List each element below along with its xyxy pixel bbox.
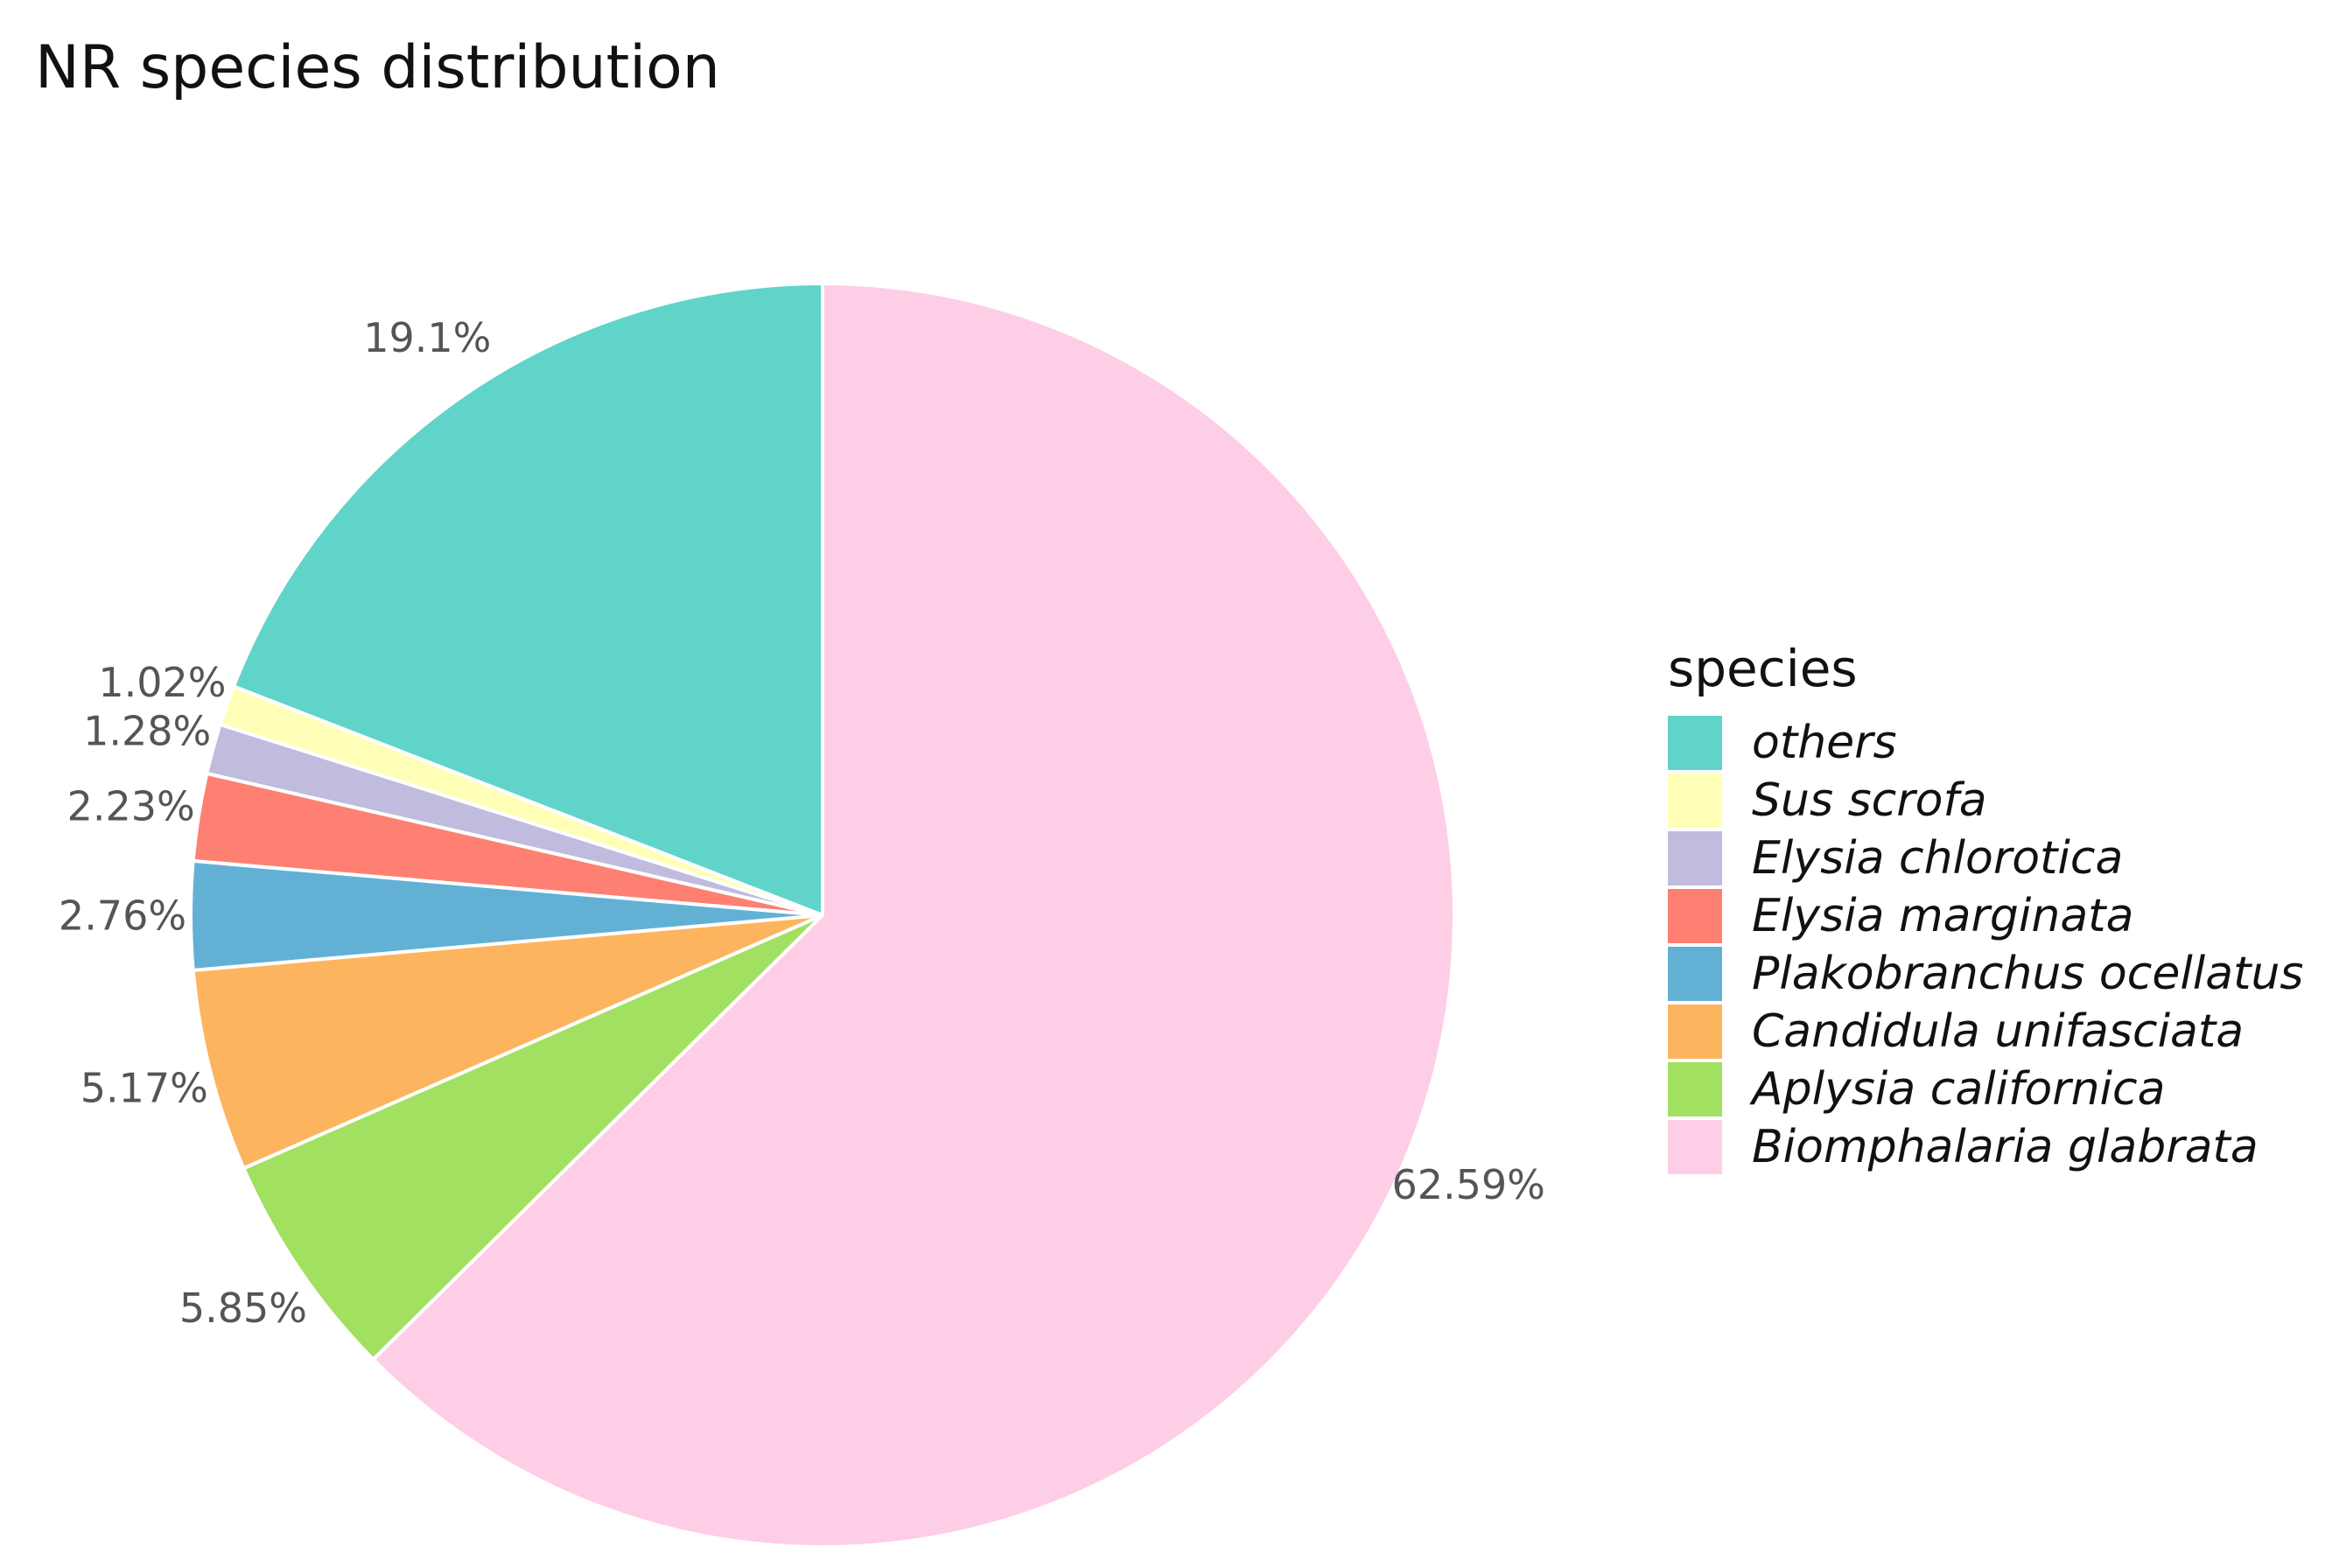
legend-title: species bbox=[1668, 639, 1858, 698]
legend-label: others bbox=[1752, 717, 1897, 769]
pie-slices bbox=[188, 282, 1456, 1549]
pie-slice-biomphalaria-glabrata bbox=[371, 282, 1456, 1549]
slice-label-others: 19.1% bbox=[363, 314, 491, 361]
legend-label: Sus scrofa bbox=[1752, 774, 1987, 827]
legend-swatch bbox=[1668, 1120, 1722, 1174]
pie-slice-others bbox=[232, 282, 824, 917]
slice-label-plakobranchus-ocellatus: 2.76% bbox=[59, 892, 186, 940]
legend-item-plakobranchus-ocellatus: Plakobranchus ocellatus bbox=[1668, 945, 2304, 1003]
legend-swatch bbox=[1668, 774, 1722, 828]
legend-label: Biomphalaria glabrata bbox=[1752, 1121, 2258, 1173]
chart-title: NR species distribution bbox=[35, 33, 720, 102]
slice-label-biomphalaria-glabrata: 62.59% bbox=[1391, 1161, 1544, 1208]
slice-label-aplysia-californica: 5.85% bbox=[179, 1284, 307, 1332]
legend-item-candidula-unifasciata: Candidula unifasciata bbox=[1668, 1003, 2304, 1060]
legend-label: Candidula unifasciata bbox=[1752, 1005, 2244, 1058]
legend-item-elysia-marginata: Elysia marginata bbox=[1668, 887, 2304, 945]
legend-label: Aplysia californica bbox=[1752, 1063, 2166, 1116]
slice-label-elysia-marginata: 2.23% bbox=[67, 783, 195, 830]
slice-label-candidula-unifasciata: 5.17% bbox=[81, 1065, 208, 1112]
pie-slice-candidula-unifasciata bbox=[191, 914, 824, 1171]
legend-swatch bbox=[1668, 716, 1722, 770]
legend-label: Plakobranchus ocellatus bbox=[1752, 948, 2304, 1000]
legend-items: others Sus scrofa Elysia chlorotica Elysia … bbox=[1668, 714, 2304, 1176]
slice-label-sus-scrofa: 1.02% bbox=[98, 659, 226, 706]
legend: species others Sus scrofa Elysia chlorotic… bbox=[1668, 639, 2304, 1176]
legend-swatch bbox=[1668, 947, 1722, 1001]
legend-item-aplysia-californica: Aplysia californica bbox=[1668, 1060, 2304, 1118]
pie-slice-aplysia-californica bbox=[242, 914, 824, 1362]
legend-label: Elysia chlorotica bbox=[1752, 832, 2124, 885]
pie-slice-labels: 19.1% 1.02%1.28% 2.23% 2.76% 5.17% 5.85% 62.59… bbox=[59, 314, 1545, 1332]
legend-item-sus-scrofa: Sus scrofa bbox=[1668, 772, 2304, 830]
legend-swatch bbox=[1668, 1062, 1722, 1116]
legend-swatch bbox=[1668, 831, 1722, 886]
legend-swatch bbox=[1668, 889, 1722, 943]
slice-label-elysia-chlorotica: 1.28% bbox=[83, 707, 211, 754]
legend-label: Elysia marginata bbox=[1752, 890, 2134, 942]
legend-item-elysia-chlorotica: Elysia chlorotica bbox=[1668, 830, 2304, 887]
legend-item-biomphalaria-glabrata: Biomphalaria glabrata bbox=[1668, 1118, 2304, 1176]
legend-item-others: others bbox=[1668, 714, 2304, 772]
legend-swatch bbox=[1668, 1004, 1722, 1059]
